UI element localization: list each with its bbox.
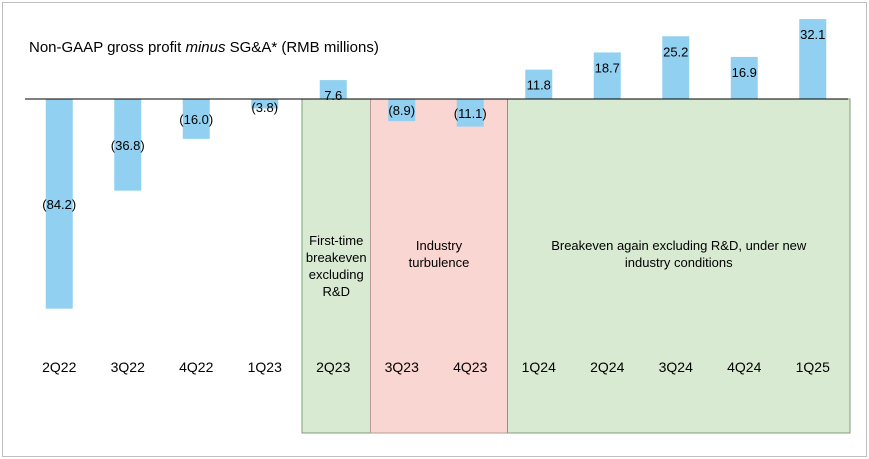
bar-1Q25: [799, 19, 827, 99]
category-label-2Q23: 2Q23: [316, 359, 350, 375]
data-label-1Q23: (3.8): [251, 100, 278, 115]
data-label-4Q22: (16.0): [179, 112, 213, 127]
category-label-3Q22: 3Q22: [111, 359, 145, 375]
title-suffix: SG&A* (RMB millions): [225, 39, 378, 56]
data-label-2Q24: 18.7: [595, 60, 620, 75]
bar-2Q23: [319, 80, 347, 99]
period-region-0: [301, 98, 371, 434]
category-label-4Q24: 4Q24: [727, 359, 761, 375]
category-label-4Q23: 4Q23: [453, 359, 487, 375]
region-1-text-line-0: Industry: [416, 238, 463, 253]
bar-4Q22: [182, 99, 210, 139]
category-label-2Q24: 2Q24: [590, 359, 624, 375]
category-label-1Q23: 1Q23: [248, 359, 282, 375]
category-label-3Q24: 3Q24: [659, 359, 693, 375]
bar-3Q24: [662, 36, 690, 99]
category-label-4Q22: 4Q22: [179, 359, 213, 375]
data-label-4Q24: 16.9: [732, 65, 757, 80]
period-region-1: [370, 98, 508, 434]
category-label-1Q25: 1Q25: [796, 359, 830, 375]
category-label-1Q24: 1Q24: [522, 359, 556, 375]
bar-4Q24: [730, 56, 758, 99]
category-label-3Q23: 3Q23: [385, 359, 419, 375]
data-label-1Q24: 11.8: [527, 78, 551, 93]
data-label-2Q23: 7.6: [324, 88, 342, 103]
title-italic: minus: [185, 39, 226, 56]
bar-2Q24: [593, 52, 621, 99]
bar-3Q22: [114, 99, 142, 191]
region-2-text-line-1: industry conditions: [625, 255, 733, 270]
regions-layer: First-time breakeven excluding R&D Industry t…: [301, 98, 851, 434]
data-label-4Q23: (11.1): [454, 106, 487, 121]
category-label-2Q22: 2Q22: [42, 359, 76, 375]
region-2-text-line-0: Breakeven again excluding R&D, under new: [551, 238, 807, 253]
bar-1Q24: [525, 69, 553, 99]
data-label-2Q22: (84.2): [42, 197, 76, 212]
labels-layer: (84.2) 2Q22 (36.8) 3Q22 (16.0) 4Q22 (3.8) 1Q23 7…: [42, 27, 830, 375]
region-0-text-line-0: First-time: [309, 233, 363, 248]
bar-1Q23: [251, 99, 279, 109]
bar-3Q23: [388, 99, 416, 122]
bars-layer: [45, 19, 827, 309]
data-label-1Q25: 32.1: [800, 27, 825, 42]
data-label-3Q23: (8.9): [388, 103, 415, 118]
title-prefix: Non-GAAP gross profit: [29, 39, 185, 56]
bar-4Q23: [456, 99, 484, 127]
data-label-3Q22: (36.8): [111, 138, 145, 153]
region-1-text-line-1: turbulence: [409, 255, 470, 270]
region-0-text-line-3: R&D: [323, 284, 350, 299]
chart-title: Non-GAAP gross profit minus SG&A* (RMB m…: [29, 39, 379, 56]
region-0-text-line-2: excluding: [309, 267, 364, 282]
data-label-3Q24: 25.2: [663, 44, 688, 59]
region-0-text-line-1: breakeven: [306, 250, 367, 265]
bar-2Q22: [45, 99, 73, 309]
